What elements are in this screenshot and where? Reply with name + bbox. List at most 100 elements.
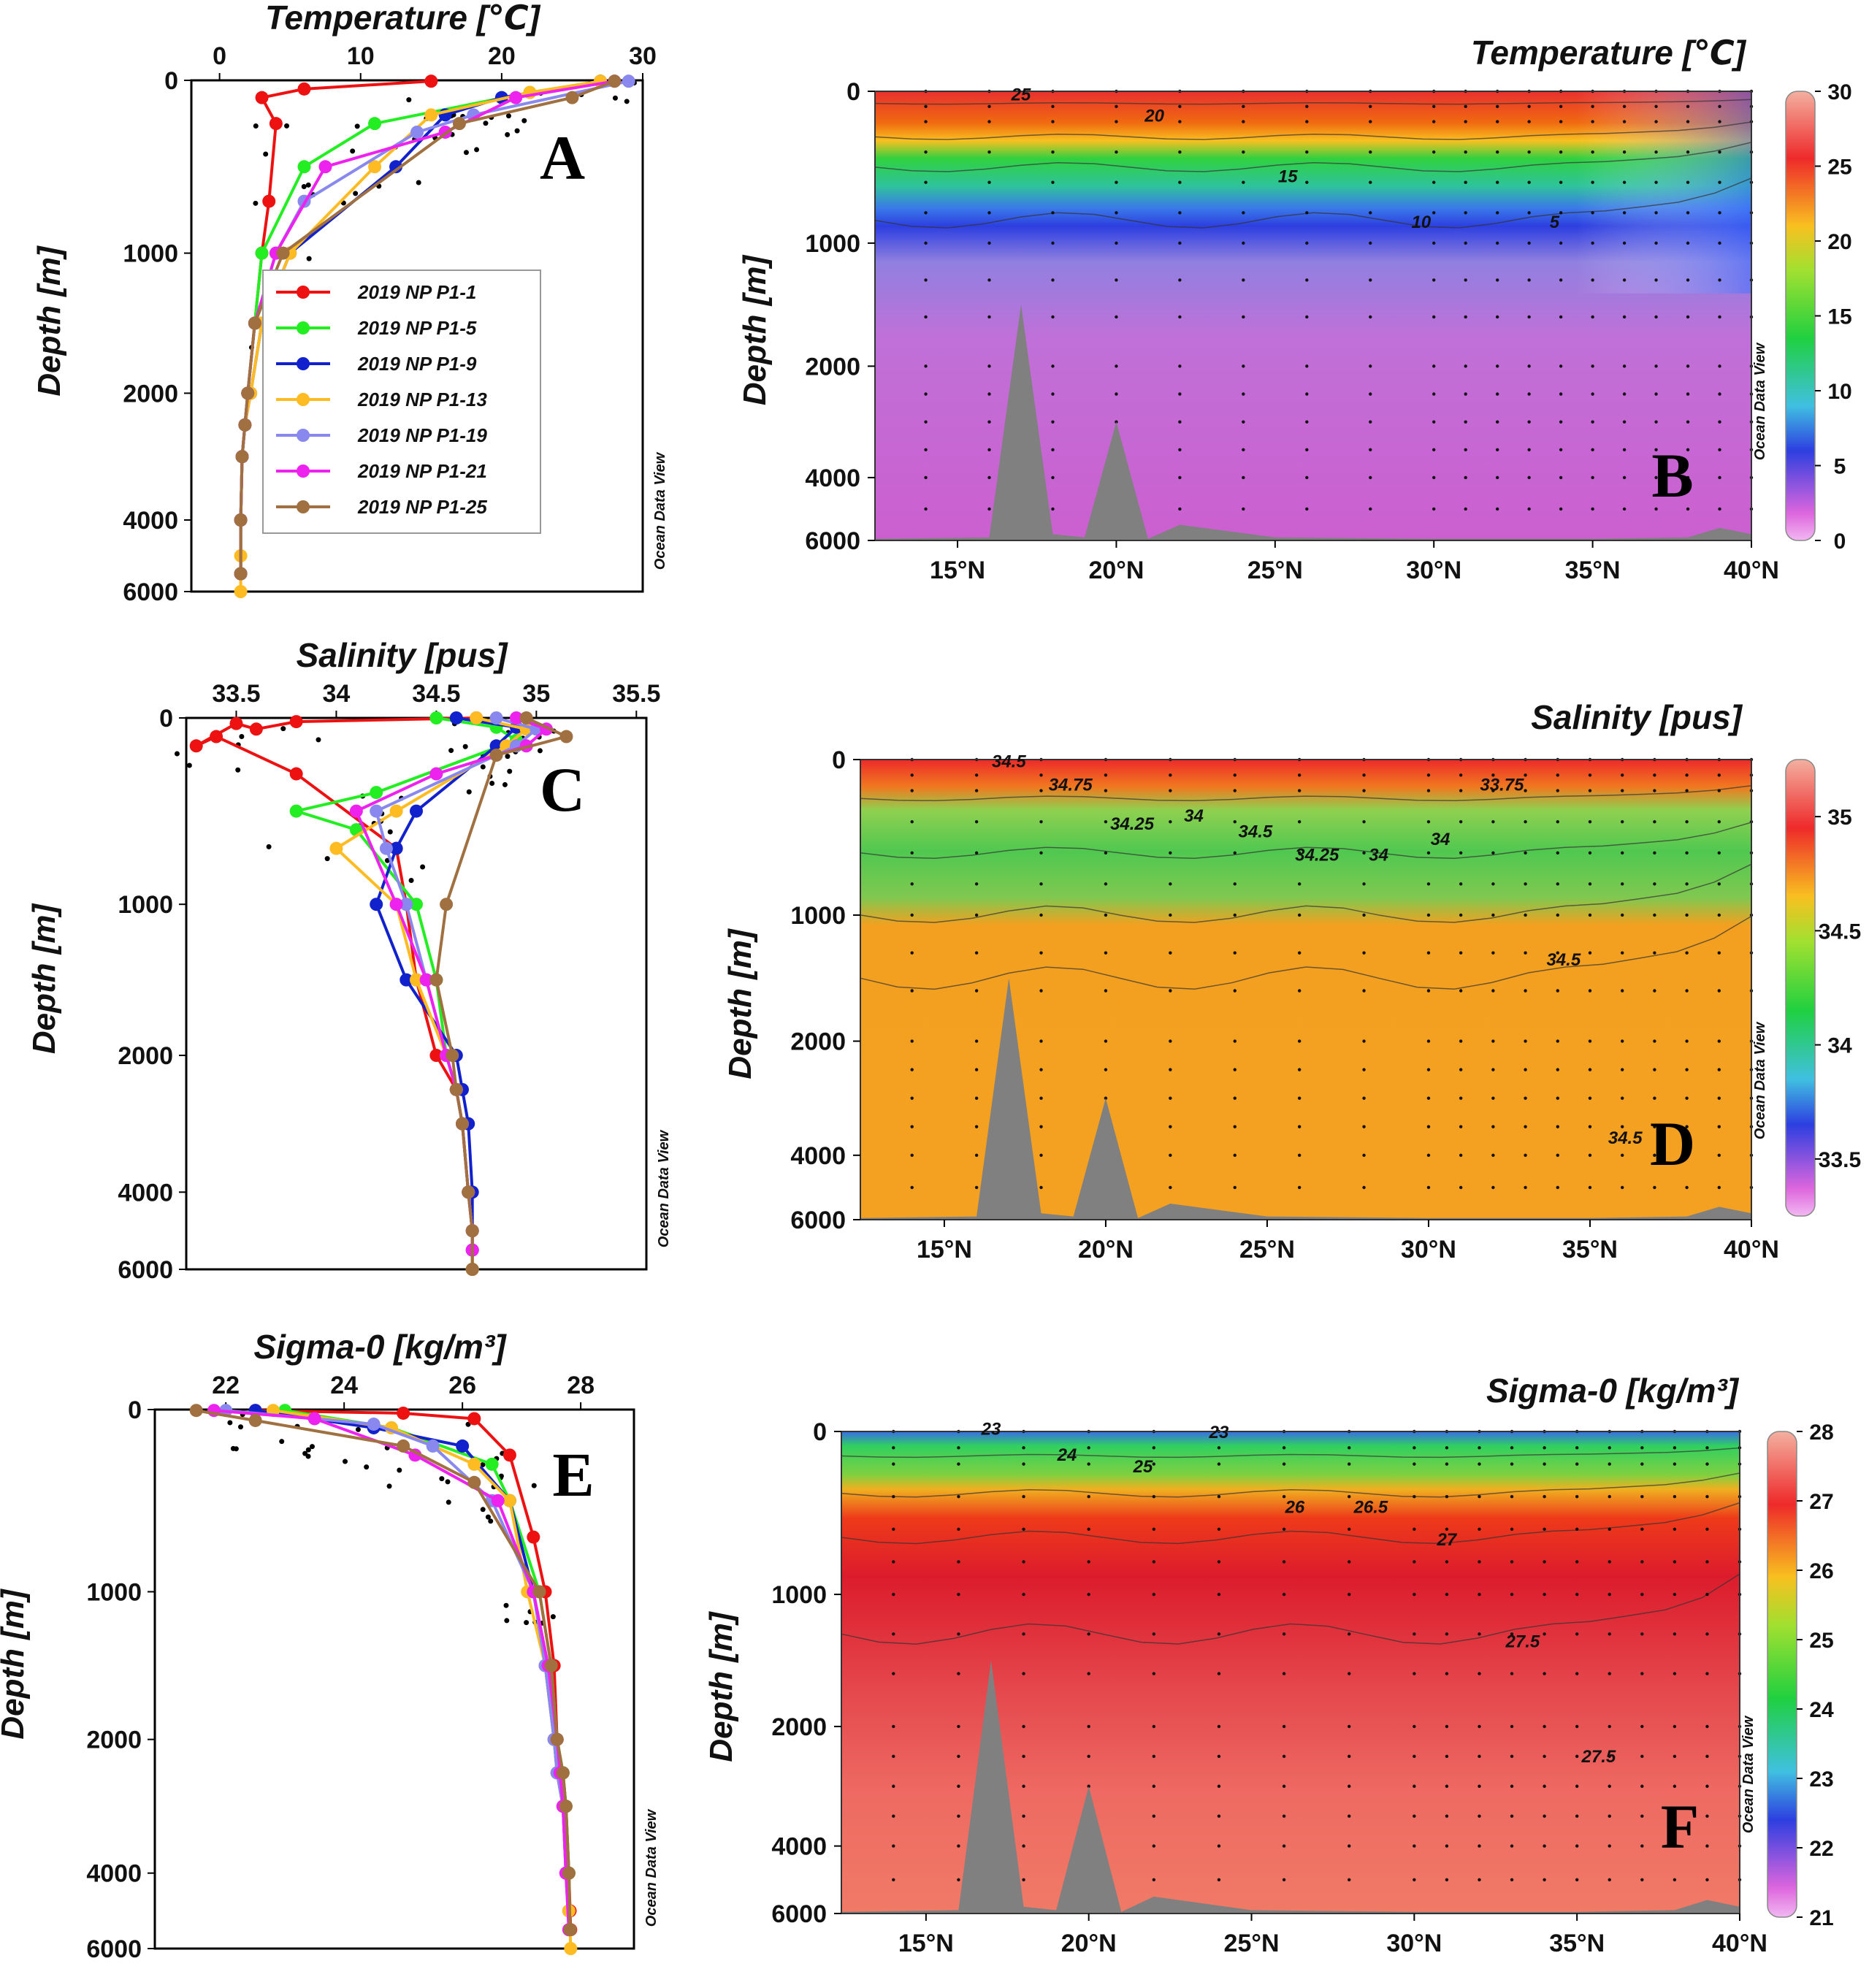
station-dot bbox=[1413, 1462, 1416, 1466]
station-dot bbox=[1362, 1153, 1366, 1158]
station-dot bbox=[1282, 1462, 1286, 1466]
station-dot bbox=[1622, 278, 1627, 282]
series-point bbox=[462, 1185, 475, 1199]
station-dot bbox=[1464, 211, 1467, 215]
station-dot bbox=[1478, 1527, 1481, 1532]
station-dot bbox=[1115, 364, 1118, 368]
x-tick-label: 30 bbox=[629, 42, 657, 70]
station-dot bbox=[1559, 180, 1563, 184]
plot-frame bbox=[841, 1431, 1740, 1914]
series-point bbox=[608, 74, 622, 88]
station-dot bbox=[1543, 1592, 1546, 1597]
station-dot bbox=[892, 1672, 895, 1675]
series-point bbox=[307, 1412, 321, 1426]
station-dot bbox=[1178, 211, 1182, 215]
station-dot bbox=[1527, 104, 1531, 108]
y-axis-label: Depth [m] bbox=[703, 1611, 739, 1762]
station-dot bbox=[924, 150, 928, 154]
series-point bbox=[467, 1457, 481, 1471]
station-dot bbox=[910, 789, 914, 792]
station-dot bbox=[1718, 150, 1721, 154]
station-dot bbox=[1673, 1844, 1677, 1848]
x-tick-label: 15°N bbox=[898, 1930, 954, 1957]
station-dot bbox=[1432, 475, 1436, 480]
series-point bbox=[465, 1263, 479, 1276]
station-dot bbox=[1369, 211, 1372, 215]
station-dot bbox=[1575, 1814, 1579, 1818]
station-dot bbox=[1559, 507, 1563, 511]
station-dot bbox=[1305, 120, 1309, 123]
station-dot bbox=[892, 1724, 895, 1729]
contour-label: 34 bbox=[1369, 845, 1388, 865]
station-dot bbox=[1718, 180, 1721, 184]
series-point bbox=[565, 91, 579, 104]
series-point bbox=[429, 767, 443, 781]
station-dot bbox=[1588, 882, 1592, 886]
station-dot bbox=[1524, 989, 1527, 993]
station-dot bbox=[974, 773, 979, 777]
obs-dot bbox=[531, 1483, 537, 1488]
station-dot bbox=[1022, 1878, 1025, 1881]
contour-label: 34 bbox=[1184, 806, 1204, 826]
station-dot bbox=[1495, 315, 1499, 319]
series-point bbox=[562, 1866, 576, 1880]
station-dot bbox=[974, 1068, 979, 1071]
station-dot bbox=[1543, 1495, 1546, 1499]
station-dot bbox=[1705, 1814, 1709, 1818]
station-dot bbox=[1705, 1495, 1709, 1499]
obs-dot bbox=[463, 150, 469, 156]
x-tick-label: 20°N bbox=[1061, 1930, 1117, 1957]
colorbar-tick-label: 25 bbox=[1809, 1629, 1833, 1653]
station-dot bbox=[1426, 1185, 1431, 1190]
station-dot bbox=[1087, 1560, 1090, 1564]
station-dot bbox=[1152, 1672, 1156, 1675]
station-dot bbox=[957, 1592, 960, 1597]
station-dot bbox=[1622, 364, 1627, 368]
contour-line bbox=[841, 1502, 1740, 1545]
station-dot bbox=[1152, 1560, 1156, 1564]
contour-line bbox=[860, 785, 1752, 802]
obs-dot bbox=[343, 1458, 348, 1464]
station-dot bbox=[1673, 1495, 1677, 1499]
station-dot bbox=[1297, 1185, 1302, 1190]
station-dot bbox=[1459, 1068, 1463, 1071]
station-dot bbox=[1362, 851, 1366, 855]
station-dot bbox=[1104, 1068, 1108, 1071]
obs-dot bbox=[227, 1420, 233, 1426]
station-dot bbox=[1178, 448, 1182, 451]
station-dot bbox=[1217, 1754, 1221, 1759]
station-dot bbox=[1432, 420, 1436, 424]
station-dot bbox=[1524, 951, 1527, 955]
station-dot bbox=[1622, 104, 1627, 108]
station-dot bbox=[1305, 278, 1309, 282]
series-point bbox=[449, 1082, 463, 1096]
legend-label: 2019 NP P1-1 bbox=[357, 281, 476, 303]
station-dot bbox=[1575, 1672, 1579, 1675]
series-point bbox=[397, 1406, 410, 1420]
station-dot bbox=[987, 392, 991, 396]
station-dot bbox=[1685, 882, 1689, 886]
station-dot bbox=[1556, 819, 1559, 824]
station-dot bbox=[1543, 1446, 1546, 1450]
station-dot bbox=[1169, 951, 1172, 955]
station-dot bbox=[1178, 392, 1182, 396]
station-dot bbox=[1575, 1878, 1579, 1881]
station-dot bbox=[1459, 851, 1463, 855]
station-dot bbox=[1104, 882, 1108, 886]
contour-label: 34.5 bbox=[1608, 1128, 1643, 1148]
station-dot bbox=[1705, 1446, 1709, 1450]
station-dot bbox=[1527, 278, 1531, 282]
x-tick-label: 15°N bbox=[917, 1236, 972, 1263]
station-dot bbox=[1305, 180, 1309, 184]
station-dot bbox=[1591, 420, 1594, 424]
station-dot bbox=[1413, 1527, 1416, 1532]
station-dot bbox=[1622, 507, 1627, 511]
y-axis-label: Depth [m] bbox=[737, 255, 773, 406]
colorbar-tick-label: 24 bbox=[1809, 1698, 1834, 1722]
station-dot bbox=[1673, 1672, 1677, 1675]
station-dot bbox=[1051, 420, 1055, 424]
station-dot bbox=[1426, 1125, 1431, 1128]
station-dot bbox=[1591, 241, 1594, 245]
station-dot bbox=[1426, 1153, 1431, 1158]
y-tick-label: 4000 bbox=[790, 1142, 846, 1170]
